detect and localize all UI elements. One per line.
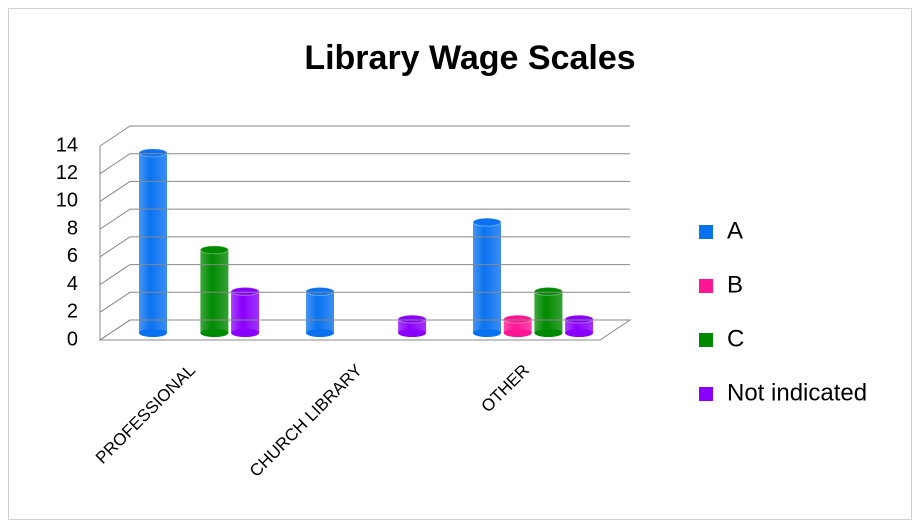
legend-swatch <box>699 279 713 293</box>
legend-label: A <box>727 217 743 244</box>
bar <box>473 222 501 333</box>
y-tick-label: 8 <box>67 217 78 239</box>
legend-label: Not indicated <box>727 379 867 406</box>
bar-cap <box>230 286 260 296</box>
bar-cap <box>564 314 594 324</box>
legend-swatch <box>699 387 713 401</box>
bar <box>139 152 167 333</box>
bar-cap <box>472 217 502 227</box>
y-tick-label: 0 <box>67 328 78 350</box>
y-tick-label: 4 <box>67 273 78 295</box>
legend-label: B <box>727 271 743 298</box>
bar <box>534 291 563 333</box>
bar-cap <box>503 314 533 324</box>
legend-swatch <box>699 333 713 347</box>
y-tick-label: 14 <box>56 134 78 156</box>
y-tick-label: 10 <box>56 190 78 212</box>
plot-area <box>138 148 594 337</box>
bar-cap <box>138 148 168 158</box>
bar <box>306 291 334 333</box>
grid-line <box>99 236 630 258</box>
y-tick-label: 12 <box>56 162 78 184</box>
bar <box>503 319 532 333</box>
grid-line <box>99 180 630 202</box>
bar <box>200 249 229 333</box>
grid-line <box>99 208 630 230</box>
bar-cap <box>199 245 229 255</box>
bar <box>565 319 594 333</box>
grid-line <box>99 291 630 313</box>
grid-line <box>99 319 630 341</box>
y-tick-label: 2 <box>67 301 78 323</box>
grid-line <box>99 125 630 147</box>
bar-cap <box>397 314 427 324</box>
y-tick-label: 6 <box>67 245 78 267</box>
bar-cap <box>533 286 563 296</box>
bar <box>231 291 260 333</box>
bar-cap <box>305 286 335 296</box>
grid-line <box>99 153 630 175</box>
legend-swatch <box>699 225 713 239</box>
legend-label: C <box>727 325 744 352</box>
bar <box>398 319 427 333</box>
chart-title: Library Wage Scales <box>304 39 635 77</box>
grid-line <box>99 264 630 285</box>
